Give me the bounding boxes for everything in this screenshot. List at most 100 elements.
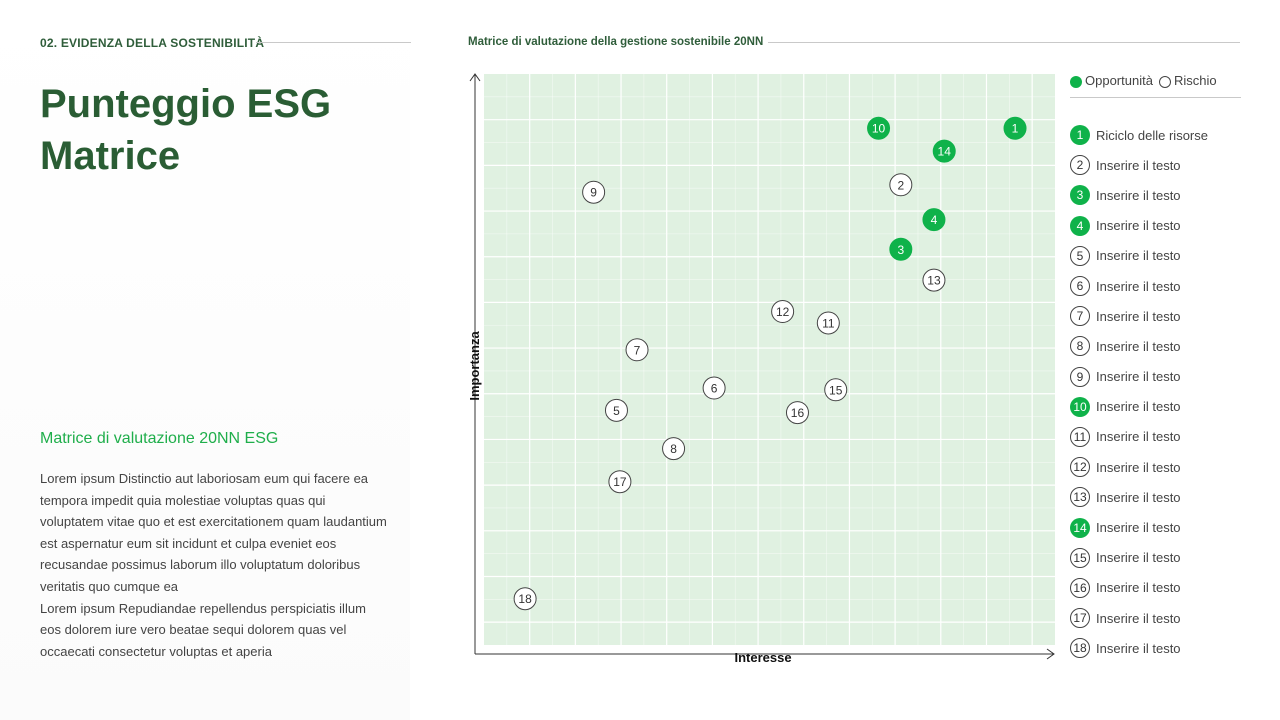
legend-item: 12 Inserire il testo xyxy=(1070,452,1250,482)
legend-item: 1 Riciclo delle risorse xyxy=(1070,120,1250,150)
point-label-8: 8 xyxy=(670,442,677,456)
point-label-18: 18 xyxy=(518,592,532,606)
legend-item: 5 Inserire il testo xyxy=(1070,241,1250,271)
point-label-9: 9 xyxy=(590,186,597,200)
x-axis-arrow-icon xyxy=(1046,648,1055,660)
legend-item-number: 15 xyxy=(1070,547,1090,568)
legend-list: 1 Riciclo delle risorse 2 Inserire il testo… xyxy=(1070,120,1250,663)
legend-item-number: 2 xyxy=(1070,155,1090,176)
legend-item-label: Inserire il testo xyxy=(1096,308,1181,324)
legend-item-number: 1 xyxy=(1070,125,1090,146)
point-marker-1 xyxy=(1003,116,1027,140)
legend-item-label: Inserire il testo xyxy=(1096,157,1181,173)
point-label-11: 11 xyxy=(822,316,835,330)
legend-item: 9 Inserire il testo xyxy=(1070,362,1250,392)
page-title-line2: Matrice xyxy=(40,134,181,178)
legend-item-number: 3 xyxy=(1070,185,1090,206)
point-marker-13 xyxy=(922,268,946,292)
section-label: 02. EVIDENZA DELLA SOSTENIBILITÀ xyxy=(40,36,265,50)
point-label-13: 13 xyxy=(927,274,941,288)
page-title-line1: Punteggio ESG xyxy=(40,82,332,126)
plot-background xyxy=(484,74,1055,645)
description-paragraph-1: Lorem ipsum Distinctio aut laboriosam eu… xyxy=(40,471,387,594)
legend-item-label: Inserire il testo xyxy=(1096,278,1181,294)
y-axis-arrow-icon xyxy=(469,73,481,82)
legend-item-label: Inserire il testo xyxy=(1096,187,1181,203)
chart-title-divider xyxy=(768,42,1240,43)
point-label-6: 6 xyxy=(711,382,718,396)
point-label-1: 1 xyxy=(1012,122,1019,136)
legend-item: 3 Inserire il testo xyxy=(1070,180,1250,210)
legend-item: 7 Inserire il testo xyxy=(1070,301,1250,331)
legend-item-number: 13 xyxy=(1070,487,1090,508)
legend-item-number: 12 xyxy=(1070,457,1090,478)
left-panel xyxy=(0,0,410,720)
section-divider xyxy=(256,42,411,43)
legend-item-number: 18 xyxy=(1070,638,1090,659)
description-paragraph-2: Lorem ipsum Repudiandae repellendus pers… xyxy=(40,600,366,659)
legend-item-label: Inserire il testo xyxy=(1096,459,1181,475)
matrix-subtitle: Matrice di valutazione 20NN ESG xyxy=(40,430,279,447)
legend-item-label: Inserire il testo xyxy=(1096,369,1181,385)
point-label-3: 3 xyxy=(897,243,904,257)
legend-item-number: 4 xyxy=(1070,215,1090,236)
point-label-10: 10 xyxy=(872,122,886,136)
point-marker-8 xyxy=(662,437,686,461)
legend-item-label: Inserire il testo xyxy=(1096,248,1181,264)
point-marker-11 xyxy=(816,311,840,335)
point-label-17: 17 xyxy=(613,475,627,489)
legend-item-label: Inserire il testo xyxy=(1096,520,1181,536)
legend-item-number: 17 xyxy=(1070,608,1090,629)
point-label-4: 4 xyxy=(931,213,938,227)
esg-matrix-chart: InteresseImportanza123456789101112131415… xyxy=(467,73,1055,665)
risk-dot-icon xyxy=(1158,76,1171,88)
legend-item-number: 7 xyxy=(1070,306,1090,327)
legend-item-label: Inserire il testo xyxy=(1096,550,1181,566)
legend-item-label: Inserire il testo xyxy=(1096,218,1181,234)
legend-item-number: 8 xyxy=(1070,336,1090,357)
point-label-15: 15 xyxy=(829,383,843,397)
chart-title: Matrice di valutazione della gestione so… xyxy=(468,36,764,48)
legend-item: 2 Inserire il testo xyxy=(1070,150,1250,180)
description-text: Lorem ipsum Distinctio aut laboriosam eu… xyxy=(40,468,390,662)
y-axis-label: Importanza xyxy=(467,331,482,401)
point-label-16: 16 xyxy=(791,406,805,420)
legend-item-label: Riciclo delle risorse xyxy=(1096,127,1208,143)
legend-item-number: 16 xyxy=(1070,577,1090,598)
legend-item: 4 Inserire il testo xyxy=(1070,211,1250,241)
legend-item-label: Inserire il testo xyxy=(1096,399,1181,415)
point-marker-6 xyxy=(702,376,726,400)
legend-item: 8 Inserire il testo xyxy=(1070,331,1250,361)
legend-item-label: Inserire il testo xyxy=(1096,338,1181,354)
legend-item-label: Inserire il testo xyxy=(1096,429,1181,445)
legend-item: 13 Inserire il testo xyxy=(1070,482,1250,512)
point-marker-10 xyxy=(867,116,891,140)
legend-item: 6 Inserire il testo xyxy=(1070,271,1250,301)
x-axis-label: Interesse xyxy=(734,650,791,665)
point-marker-18 xyxy=(513,587,537,611)
point-marker-17 xyxy=(608,470,632,494)
legend-item-number: 10 xyxy=(1070,396,1090,417)
legend-item-number: 6 xyxy=(1070,276,1090,297)
point-marker-3 xyxy=(889,237,913,261)
legend-item: 18 Inserire il testo xyxy=(1070,633,1250,663)
legend-item: 11 Inserire il testo xyxy=(1070,422,1250,452)
legend-item-number: 5 xyxy=(1070,245,1090,266)
point-label-2: 2 xyxy=(897,178,904,192)
point-marker-14 xyxy=(932,139,956,163)
legend-item: 17 Inserire il testo xyxy=(1070,603,1250,633)
point-marker-7 xyxy=(625,338,649,362)
legend-opportunity-label: Opportunità xyxy=(1085,73,1153,88)
legend-item: 14 Inserire il testo xyxy=(1070,512,1250,542)
point-marker-9 xyxy=(582,180,606,204)
point-marker-5 xyxy=(604,398,628,422)
point-marker-15 xyxy=(824,378,848,402)
legend-item-label: Inserire il testo xyxy=(1096,610,1181,626)
legend-item: 10 Inserire il testo xyxy=(1070,392,1250,422)
legend-item: 16 Inserire il testo xyxy=(1070,573,1250,603)
page-title: Punteggio ESG Matrice xyxy=(40,78,331,182)
point-label-5: 5 xyxy=(613,404,620,418)
opportunity-dot-icon xyxy=(1070,76,1082,88)
legend-item-label: Inserire il testo xyxy=(1096,580,1181,596)
legend-item: 15 Inserire il testo xyxy=(1070,543,1250,573)
